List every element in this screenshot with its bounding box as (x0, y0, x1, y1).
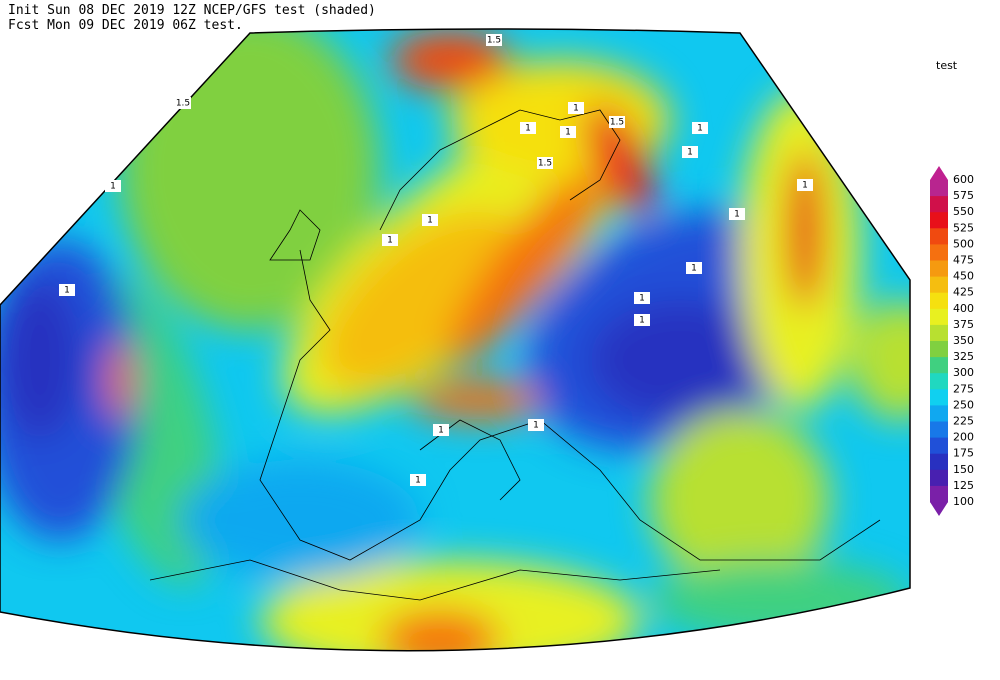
contour-label: 1 (639, 316, 645, 326)
contour-label: 1 (110, 182, 116, 192)
field-shading (0, 29, 910, 651)
colorbar-bin (930, 389, 948, 406)
contour-label: 1 (573, 104, 579, 114)
contour-label: 1.5 (610, 118, 624, 128)
colorbar-label: 500 (953, 237, 974, 250)
contour-label-box (537, 157, 553, 169)
contour-label: 1 (387, 236, 393, 246)
colorbar-label: 550 (953, 205, 974, 218)
colorbar-label: 250 (953, 398, 974, 411)
colorbar-label: 400 (953, 302, 974, 315)
colorbar-bin (930, 324, 948, 342)
header-line-1: Init Sun 08 DEC 2019 12Z NCEP/GFS test (… (8, 3, 376, 18)
contour-label: 1 (697, 124, 703, 134)
colorbar-label: 200 (953, 431, 974, 444)
contour-label: 1 (565, 128, 571, 138)
colorbar-bin (930, 437, 948, 455)
colorbar-bin (930, 405, 948, 422)
contour-label-box (433, 424, 449, 436)
colorbar-bin (930, 341, 948, 358)
colorbar-label: 275 (953, 382, 974, 395)
contour-label-box (382, 234, 398, 246)
contour-label: 1 (691, 264, 697, 274)
colorbar-label: 350 (953, 334, 974, 347)
colorbar-bin (930, 212, 948, 229)
contour-label: 1 (734, 210, 740, 220)
contour-label: 1.5 (538, 159, 552, 169)
colorbar-bin (930, 469, 948, 487)
contour-label: 1.5 (176, 99, 190, 109)
colorbar-bin (930, 228, 948, 245)
contour-label-box (528, 419, 544, 431)
colorbar-label: 125 (953, 479, 974, 492)
colorbar-bin (930, 373, 948, 390)
colorbar-label: 150 (953, 463, 974, 476)
contour-label-box (175, 97, 191, 109)
colorbar-label: 375 (953, 318, 974, 331)
contour-label-box (520, 122, 536, 134)
colorbar-label: 225 (953, 415, 974, 428)
legend-title: test (936, 59, 958, 72)
colorbar-label: 600 (953, 173, 974, 186)
contour-label-box (568, 102, 584, 114)
colorbar-label: 525 (953, 221, 974, 234)
colorbar-label: 325 (953, 350, 974, 363)
contour-label: 1.5 (487, 36, 501, 46)
contour-label-box (560, 126, 576, 138)
contour-label: 1 (639, 294, 645, 304)
contour-label: 1 (802, 181, 808, 191)
contour-label: 1 (64, 286, 70, 296)
contour-label: 1 (533, 421, 539, 431)
contour-label: 1 (687, 148, 693, 158)
contour-label-box (486, 34, 502, 46)
colorbar-label: 100 (953, 495, 974, 508)
contour-label-box (682, 146, 698, 158)
contour-labels: 1.5 1 1 1 1 1.5 1 1 1.5 1 1 1 1 1 1 1 1 1 1 1 1.5 (59, 34, 813, 486)
contour-label-box (422, 214, 438, 226)
contour-label-box (59, 284, 75, 296)
map-field (0, 29, 910, 651)
contour-label-box (410, 474, 426, 486)
colorbar-bin (930, 196, 948, 213)
contour-label-box (686, 262, 702, 274)
colorbar-label: 575 (953, 189, 974, 202)
contour-label-box (634, 314, 650, 326)
colorbar-bottom-arrow (930, 502, 948, 516)
contour-label-box (634, 292, 650, 304)
colorbar-bin (930, 421, 948, 439)
colorbar-bin (930, 453, 948, 471)
colorbar-bin (930, 244, 948, 261)
colorbar-label: 450 (953, 270, 974, 283)
contour-label: 1 (438, 426, 444, 436)
colorbar-bin (930, 357, 948, 374)
contour-label-box (692, 122, 708, 134)
colorbar: 600 575 550 525 500 475 450 425 400 375 350 325 300 2… (930, 166, 974, 516)
colorbar-bin (930, 308, 948, 326)
colorbar-bin (930, 276, 948, 294)
header-line-2: Fcst Mon 09 DEC 2019 06Z test. (8, 18, 243, 33)
contour-label-box (797, 179, 813, 191)
contour-label: 1 (427, 216, 433, 226)
contour-label: 1 (525, 124, 531, 134)
map-border (0, 28, 911, 652)
contour-label: 1 (415, 476, 421, 486)
colorbar-label: 475 (953, 254, 974, 267)
colorbar-bin (930, 485, 948, 503)
colorbar-bin (930, 180, 948, 197)
colorbar-label: 425 (953, 286, 974, 299)
contour-label-box (609, 116, 625, 128)
colorbar-bin (930, 292, 948, 310)
contour-label-box (105, 180, 121, 192)
colorbar-bin (930, 260, 948, 278)
colorbar-label: 175 (953, 447, 974, 460)
colorbar-label: 300 (953, 366, 974, 379)
contour-label-box (729, 208, 745, 220)
colorbar-top-arrow (930, 166, 948, 180)
